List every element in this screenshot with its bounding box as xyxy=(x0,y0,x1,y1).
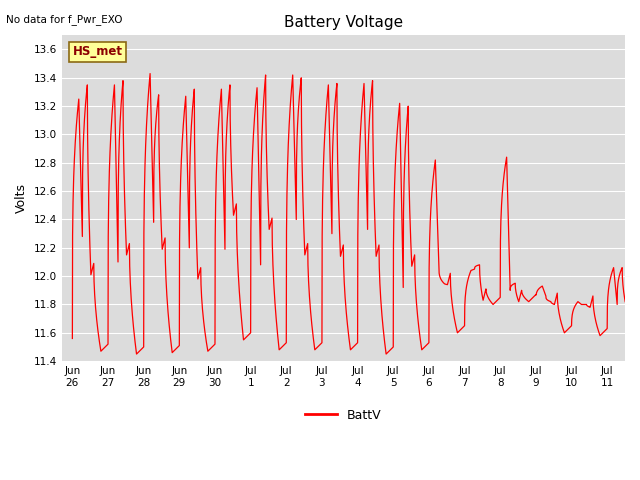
Legend: BattV: BattV xyxy=(300,404,387,427)
Text: HS_met: HS_met xyxy=(73,45,123,58)
Title: Battery Voltage: Battery Voltage xyxy=(284,15,403,30)
Text: No data for f_Pwr_EXO: No data for f_Pwr_EXO xyxy=(6,14,123,25)
Y-axis label: Volts: Volts xyxy=(15,183,28,213)
